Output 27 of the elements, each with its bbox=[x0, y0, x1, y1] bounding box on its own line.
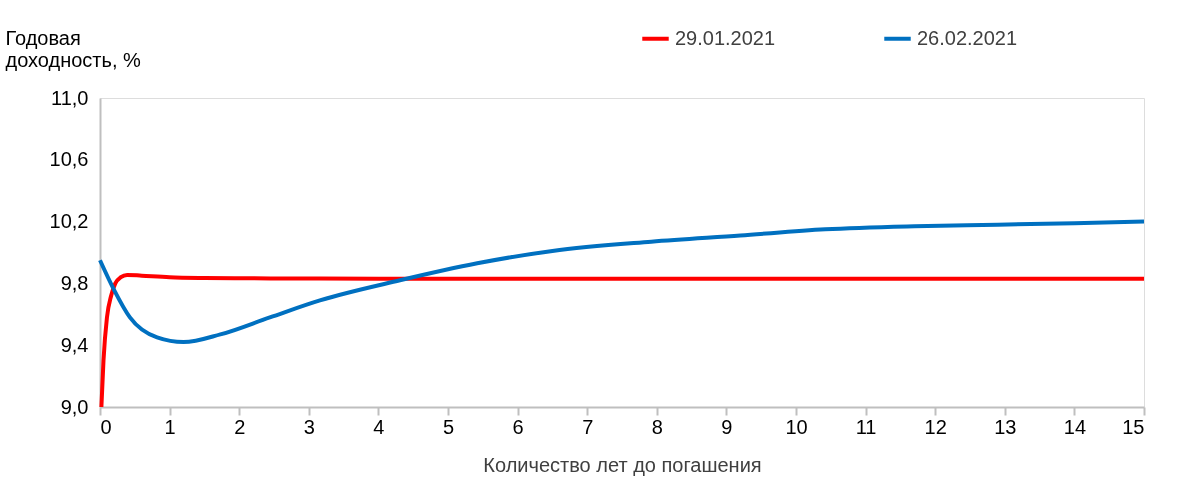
legend-label: 29.01.2021 bbox=[675, 26, 776, 49]
x-tick-label: 15 bbox=[1122, 415, 1145, 438]
legend-label: 26.02.2021 bbox=[917, 26, 1018, 49]
x-tick-label: 11 bbox=[855, 415, 877, 438]
x-tick-label: 8 bbox=[651, 415, 663, 438]
x-tick-label: 9 bbox=[721, 415, 733, 438]
x-tick-label: 6 bbox=[512, 415, 524, 438]
y-axis-title: Годовая доходность, % bbox=[5, 26, 142, 71]
x-tick-label: 0 bbox=[100, 415, 112, 438]
x-tick-label: 10 bbox=[785, 415, 808, 438]
y-tick-label: 10,2 bbox=[49, 210, 89, 233]
x-tick-label: 5 bbox=[442, 415, 455, 438]
y-tick-label: 11,0 bbox=[51, 86, 89, 109]
x-tick-label: 13 bbox=[994, 415, 1017, 438]
x-tick-label: 4 bbox=[373, 415, 385, 438]
x-tick-label: 2 bbox=[234, 415, 246, 438]
y-tick-label: 9,0 bbox=[60, 395, 89, 418]
x-tick-label: 3 bbox=[303, 415, 315, 438]
x-tick-label: 7 bbox=[582, 415, 594, 438]
x-tick-label: 12 bbox=[924, 415, 947, 438]
y-tick-label: 9,4 bbox=[60, 333, 89, 356]
line-series bbox=[98, 219, 1146, 345]
x-axis-title: Количество лет до погашения bbox=[483, 453, 762, 476]
y-tick-label: 9,8 bbox=[60, 271, 89, 294]
y-tick-label: 10,6 bbox=[49, 148, 89, 171]
x-tick-label: 14 bbox=[1063, 415, 1087, 438]
x-tick-label: 1 bbox=[164, 415, 176, 438]
